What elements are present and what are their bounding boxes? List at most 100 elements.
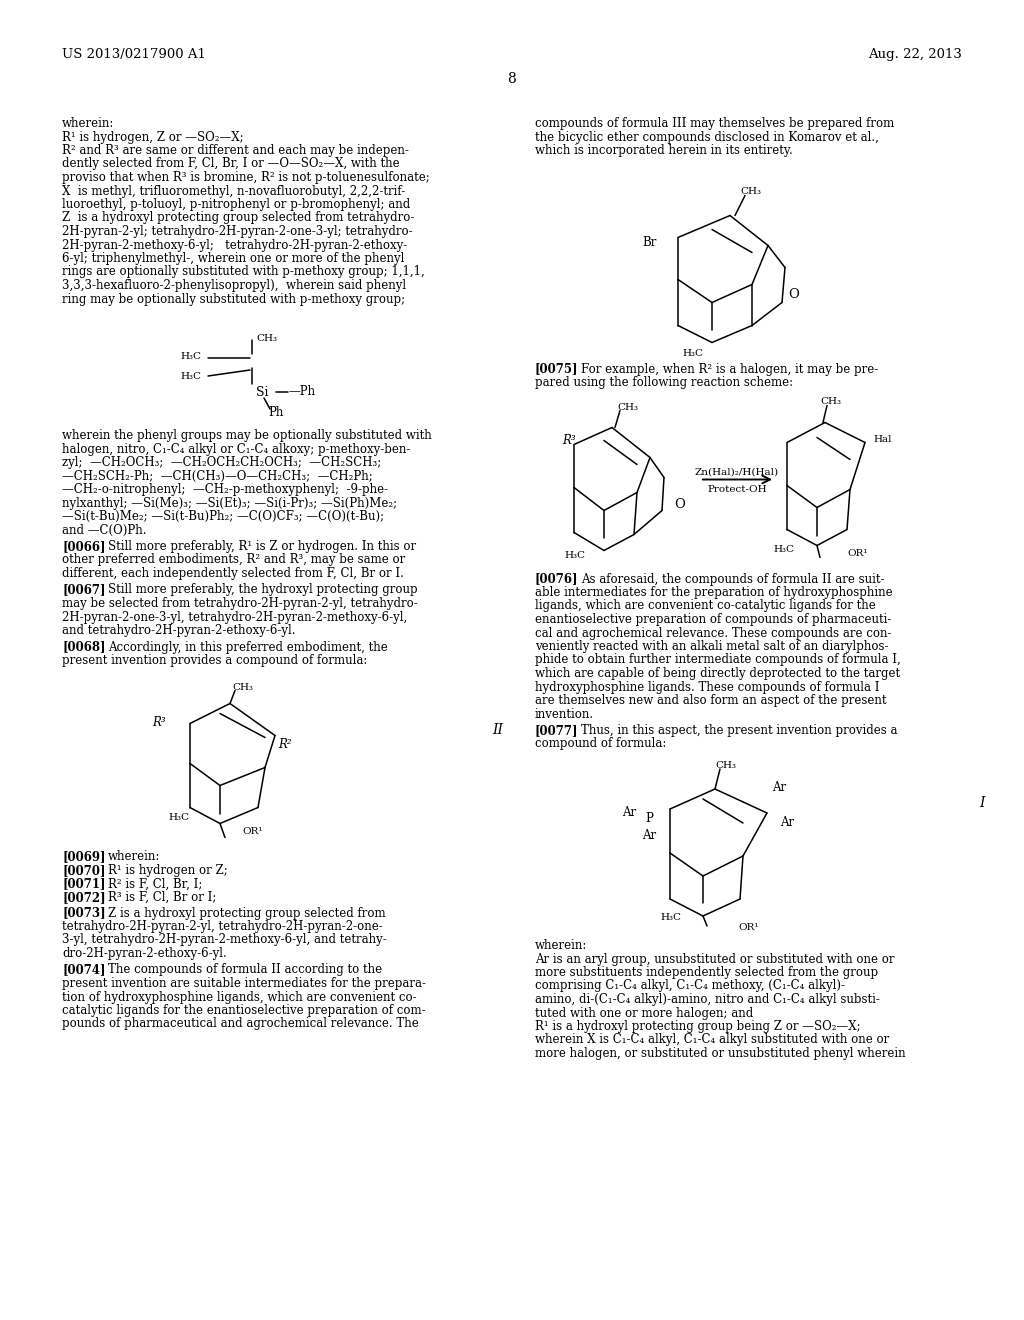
Text: ligands, which are convenient co-catalytic ligands for the: ligands, which are convenient co-catalyt… (535, 599, 876, 612)
Text: compounds of formula III may themselves be prepared from: compounds of formula III may themselves … (535, 117, 894, 129)
Text: Protect-OH: Protect-OH (708, 484, 767, 494)
Text: 8: 8 (508, 73, 516, 86)
Text: Still more preferably, the hydroxyl protecting group: Still more preferably, the hydroxyl prot… (108, 583, 418, 597)
Text: luoroethyl, p-toluoyl, p-nitrophenyl or p-bromophenyl; and: luoroethyl, p-toluoyl, p-nitrophenyl or … (62, 198, 411, 211)
Text: The compounds of formula II according to the: The compounds of formula II according to… (108, 964, 382, 977)
Text: 3-yl, tetrahydro-2H-pyran-2-methoxy-6-yl, and tetrahy-: 3-yl, tetrahydro-2H-pyran-2-methoxy-6-yl… (62, 933, 387, 946)
Text: Ar: Ar (642, 829, 656, 842)
Text: [0067]: [0067] (62, 583, 105, 597)
Text: —Ph: —Ph (288, 385, 315, 399)
Text: As aforesaid, the compounds of formula II are suit-: As aforesaid, the compounds of formula I… (581, 573, 885, 586)
Text: which is incorporated herein in its entirety.: which is incorporated herein in its enti… (535, 144, 793, 157)
Text: wherein:: wherein: (108, 850, 161, 863)
Text: R¹ is a hydroxyl protecting group being Z or —SO₂—X;: R¹ is a hydroxyl protecting group being … (535, 1020, 860, 1034)
Text: US 2013/0217900 A1: US 2013/0217900 A1 (62, 48, 206, 61)
Text: Ph: Ph (268, 407, 284, 418)
Text: [0077]: [0077] (535, 723, 579, 737)
Text: tetrahydro-2H-pyran-2-yl, tetrahydro-2H-pyran-2-one-: tetrahydro-2H-pyran-2-yl, tetrahydro-2H-… (62, 920, 383, 933)
Text: I: I (979, 796, 984, 810)
Text: 2H-pyran-2-one-3-yl, tetrahydro-2H-pyran-2-methoxy-6-yl,: 2H-pyran-2-one-3-yl, tetrahydro-2H-pyran… (62, 610, 408, 623)
Text: amino, di-(C₁-C₄ alkyl)-amino, nitro and C₁-C₄ alkyl substi-: amino, di-(C₁-C₄ alkyl)-amino, nitro and… (535, 993, 880, 1006)
Text: R¹ is hydrogen or Z;: R¹ is hydrogen or Z; (108, 865, 227, 876)
Text: [0066]: [0066] (62, 540, 105, 553)
Text: compound of formula:: compound of formula: (535, 738, 667, 751)
Text: [0069]: [0069] (62, 850, 105, 863)
Text: H₃C: H₃C (180, 372, 201, 381)
Text: proviso that when R³ is bromine, R² is not p-toluenesulfonate;: proviso that when R³ is bromine, R² is n… (62, 172, 430, 183)
Text: [0070]: [0070] (62, 865, 105, 876)
Text: CH₃: CH₃ (617, 403, 638, 412)
Text: P: P (645, 812, 653, 825)
Text: ring may be optionally substituted with p-methoxy group;: ring may be optionally substituted with … (62, 293, 406, 305)
Text: nylxanthyl; —Si(Me)₃; —Si(Et)₃; —Si(i-Pr)₃; —Si(Ph)Me₂;: nylxanthyl; —Si(Me)₃; —Si(Et)₃; —Si(i-Pr… (62, 496, 397, 510)
Text: R² is F, Cl, Br, I;: R² is F, Cl, Br, I; (108, 878, 203, 891)
Text: 2H-pyran-2-methoxy-6-yl;   tetrahydro-2H-pyran-2-ethoxy-: 2H-pyran-2-methoxy-6-yl; tetrahydro-2H-p… (62, 239, 408, 252)
Text: H₃C: H₃C (168, 813, 189, 822)
Text: R³: R³ (152, 715, 166, 729)
Text: Z  is a hydroxyl protecting group selected from tetrahydro-: Z is a hydroxyl protecting group selecte… (62, 211, 415, 224)
Text: 2H-pyran-2-yl; tetrahydro-2H-pyran-2-one-3-yl; tetrahydro-: 2H-pyran-2-yl; tetrahydro-2H-pyran-2-one… (62, 224, 413, 238)
Text: R²: R² (278, 738, 292, 751)
Text: [0072]: [0072] (62, 891, 105, 904)
Text: wherein X is C₁-C₄ alkyl, C₁-C₄ alkyl substituted with one or: wherein X is C₁-C₄ alkyl, C₁-C₄ alkyl su… (535, 1034, 889, 1047)
Text: [0076]: [0076] (535, 573, 579, 586)
Text: zyl;  —CH₂OCH₃;  —CH₂OCH₂CH₂OCH₃;  —CH₂SCH₃;: zyl; —CH₂OCH₃; —CH₂OCH₂CH₂OCH₃; —CH₂SCH₃… (62, 455, 381, 469)
Text: the bicyclic ether compounds disclosed in Komarov et al.,: the bicyclic ether compounds disclosed i… (535, 131, 879, 144)
Text: H₃C: H₃C (660, 913, 681, 921)
Text: [0073]: [0073] (62, 907, 105, 920)
Text: OR¹: OR¹ (242, 828, 262, 837)
Text: veniently reacted with an alkali metal salt of an diarylphos-: veniently reacted with an alkali metal s… (535, 640, 889, 653)
Text: O: O (788, 288, 799, 301)
Text: enantioselective preparation of compounds of pharmaceuti-: enantioselective preparation of compound… (535, 612, 891, 626)
Text: Thus, in this aspect, the present invention provides a: Thus, in this aspect, the present invent… (581, 723, 897, 737)
Text: catalytic ligands for the enantioselective preparation of com-: catalytic ligands for the enantioselecti… (62, 1005, 426, 1016)
Text: H₃C: H₃C (564, 550, 585, 560)
Text: OR¹: OR¹ (738, 923, 759, 932)
Text: II: II (492, 722, 503, 737)
Text: which are capable of being directly deprotected to the target: which are capable of being directly depr… (535, 667, 900, 680)
Text: [0068]: [0068] (62, 640, 105, 653)
Text: Accordingly, in this preferred embodiment, the: Accordingly, in this preferred embodimen… (108, 640, 388, 653)
Text: wherein:: wherein: (62, 117, 115, 129)
Text: dently selected from F, Cl, Br, I or —O—SO₂—X, with the: dently selected from F, Cl, Br, I or —O—… (62, 157, 399, 170)
Text: tuted with one or more halogen; and: tuted with one or more halogen; and (535, 1006, 754, 1019)
Text: comprising C₁-C₄ alkyl, C₁-C₄ methoxy, (C₁-C₄ alkyl)-: comprising C₁-C₄ alkyl, C₁-C₄ methoxy, (… (535, 979, 845, 993)
Text: pounds of pharmaceutical and agrochemical relevance. The: pounds of pharmaceutical and agrochemica… (62, 1018, 419, 1031)
Text: Still more preferably, R¹ is Z or hydrogen. In this or: Still more preferably, R¹ is Z or hydrog… (108, 540, 416, 553)
Text: and —C(O)Ph.: and —C(O)Ph. (62, 524, 146, 536)
Text: are themselves new and also form an aspect of the present: are themselves new and also form an aspe… (535, 694, 887, 708)
Text: Z is a hydroxyl protecting group selected from: Z is a hydroxyl protecting group selecte… (108, 907, 386, 920)
Text: phide to obtain further intermediate compounds of formula I,: phide to obtain further intermediate com… (535, 653, 901, 667)
Text: may be selected from tetrahydro-2H-pyran-2-yl, tetrahydro-: may be selected from tetrahydro-2H-pyran… (62, 597, 418, 610)
Text: Ar: Ar (622, 807, 636, 818)
Text: rings are optionally substituted with p-methoxy group; 1,1,1,: rings are optionally substituted with p-… (62, 265, 425, 279)
Text: CH₃: CH₃ (715, 762, 736, 770)
Text: tion of hydroxyphosphine ligands, which are convenient co-: tion of hydroxyphosphine ligands, which … (62, 990, 417, 1003)
Text: X  is methyl, trifluoromethyl, n-novafluorobutyl, 2,2,2-trif-: X is methyl, trifluoromethyl, n-novafluo… (62, 185, 406, 198)
Text: cal and agrochemical relevance. These compounds are con-: cal and agrochemical relevance. These co… (535, 627, 892, 639)
Text: [0074]: [0074] (62, 964, 105, 977)
Text: present invention provides a compound of formula:: present invention provides a compound of… (62, 653, 368, 667)
Text: R¹ is hydrogen, Z or —SO₂—X;: R¹ is hydrogen, Z or —SO₂—X; (62, 131, 244, 144)
Text: and tetrahydro-2H-pyran-2-ethoxy-6-yl.: and tetrahydro-2H-pyran-2-ethoxy-6-yl. (62, 624, 296, 638)
Text: O: O (674, 498, 685, 511)
Text: —Si(t-Bu)Me₂; —Si(t-Bu)Ph₂; —C(O)CF₃; —C(O)(t-Bu);: —Si(t-Bu)Me₂; —Si(t-Bu)Ph₂; —C(O)CF₃; —C… (62, 510, 384, 523)
Text: [0075]: [0075] (535, 363, 579, 375)
Text: other preferred embodiments, R² and R³, may be same or: other preferred embodiments, R² and R³, … (62, 553, 406, 566)
Text: present invention are suitable intermediates for the prepara-: present invention are suitable intermedi… (62, 977, 426, 990)
Text: more substituents independently selected from the group: more substituents independently selected… (535, 966, 879, 979)
Text: Hal: Hal (873, 436, 892, 445)
Text: H₃C: H₃C (682, 350, 703, 359)
Text: able intermediates for the preparation of hydroxyphosphine: able intermediates for the preparation o… (535, 586, 893, 599)
Text: Ar: Ar (772, 781, 786, 795)
Text: For example, when R² is a halogen, it may be pre-: For example, when R² is a halogen, it ma… (581, 363, 879, 375)
Text: R³: R³ (562, 434, 575, 447)
Text: —CH₂SCH₂-Ph;  —CH(CH₃)—O—CH₂CH₃;  —CH₂Ph;: —CH₂SCH₂-Ph; —CH(CH₃)—O—CH₂CH₃; —CH₂Ph; (62, 470, 373, 483)
Text: Si: Si (256, 385, 268, 399)
Text: dro-2H-pyran-2-ethoxy-6-yl.: dro-2H-pyran-2-ethoxy-6-yl. (62, 946, 226, 960)
Text: 3,3,3-hexafluoro-2-phenylisopropyl),  wherein said phenyl: 3,3,3-hexafluoro-2-phenylisopropyl), whe… (62, 279, 407, 292)
Text: R² and R³ are same or different and each may be indepen-: R² and R³ are same or different and each… (62, 144, 409, 157)
Text: CH₃: CH₃ (820, 397, 841, 407)
Text: wherein the phenyl groups may be optionally substituted with: wherein the phenyl groups may be optiona… (62, 429, 432, 442)
Text: H₃C: H₃C (773, 545, 794, 554)
